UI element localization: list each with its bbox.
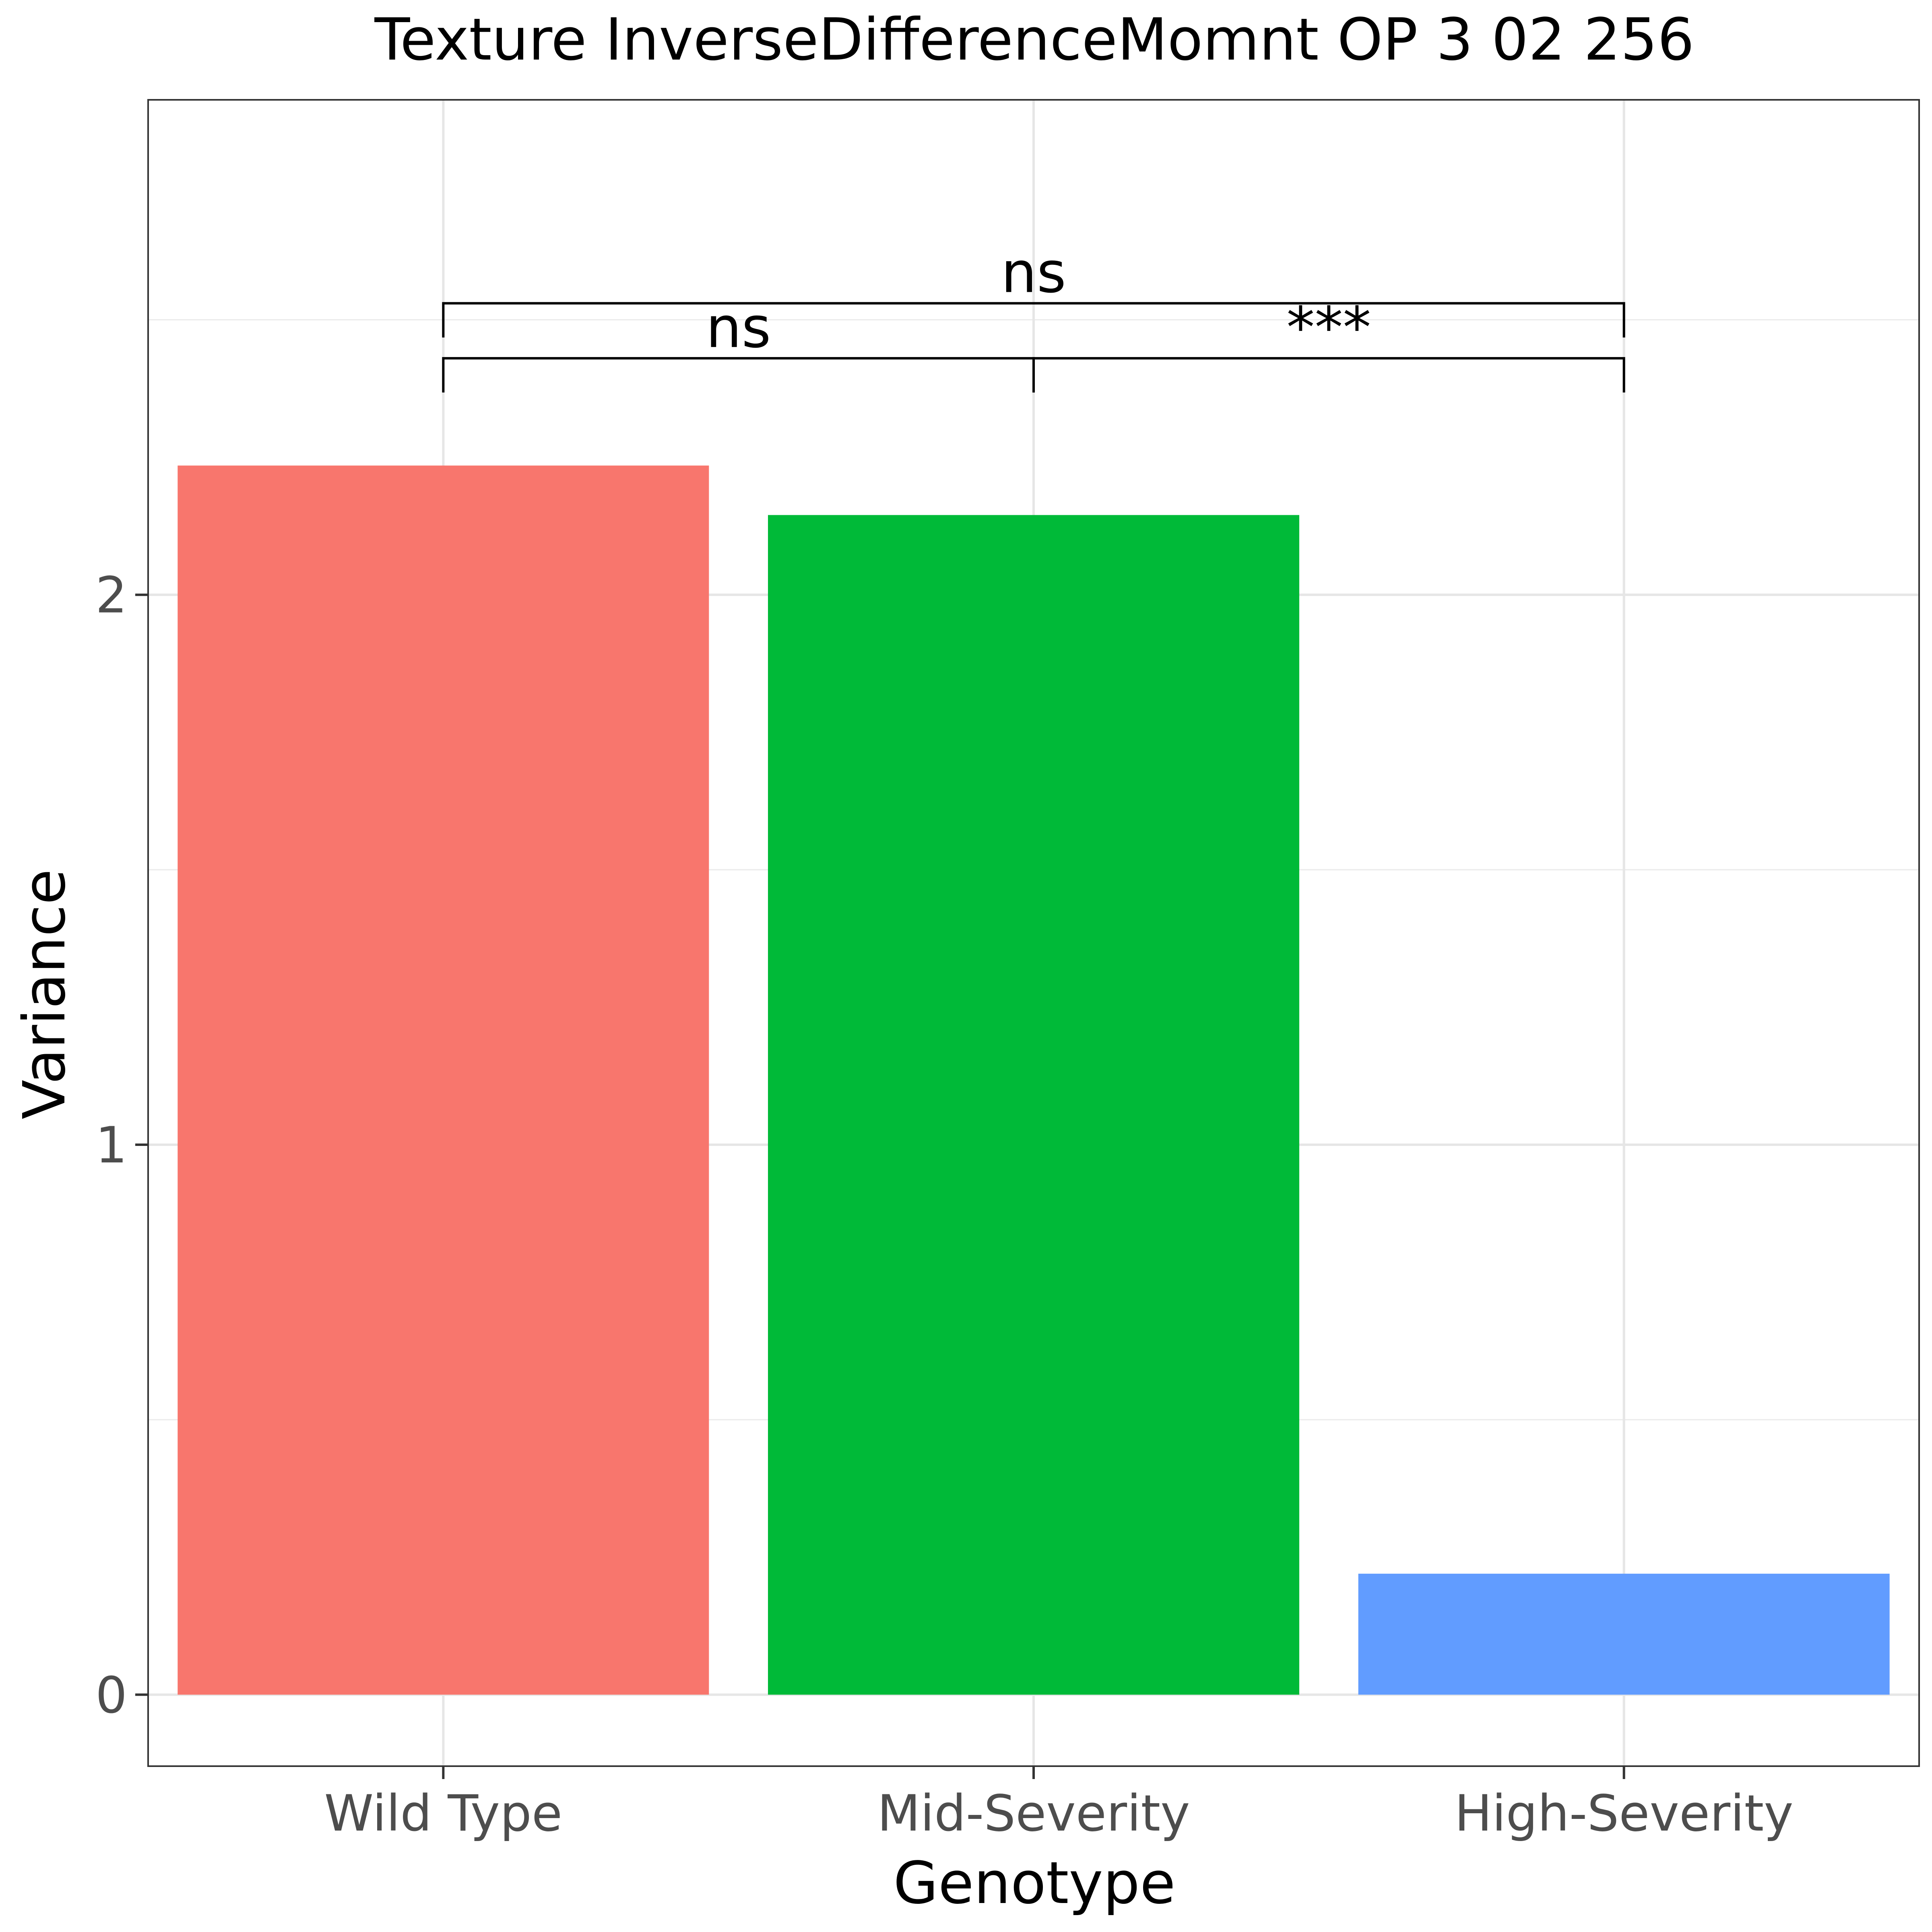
y-tick-label: 2	[95, 567, 127, 625]
y-axis-title: Variance	[10, 869, 78, 1119]
bars	[178, 465, 1890, 1695]
significance-label: ***	[1286, 295, 1371, 361]
significance-label: ns	[1001, 240, 1066, 306]
y-tick-label: 1	[95, 1117, 127, 1174]
significance-annotations: ns *** ns	[442, 240, 1625, 393]
axes: 0 1 2 Wild Type Mid-Severity High-Severity	[95, 567, 1793, 1843]
x-axis-title: Genotype	[893, 1849, 1175, 1917]
comparison-bracket	[442, 302, 1625, 338]
x-tick-label: Mid-Severity	[877, 1785, 1190, 1843]
chart-title: Texture InverseDifferenceMomnt OP 3 02 2…	[374, 6, 1695, 73]
bar-wild-type	[178, 465, 709, 1695]
x-tick-label: High-Severity	[1455, 1785, 1794, 1843]
significance-label: ns	[706, 295, 771, 361]
y-tick-label: 0	[95, 1666, 127, 1724]
comparison-bracket	[1032, 357, 1625, 393]
bar-high-severity	[1358, 1573, 1890, 1695]
x-tick-label: Wild Type	[324, 1785, 562, 1843]
bar-mid-severity	[768, 515, 1299, 1695]
